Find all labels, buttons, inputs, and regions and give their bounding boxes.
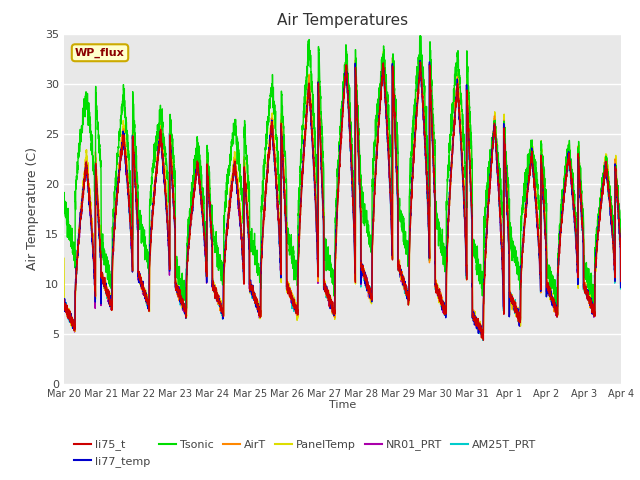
li75_t xyxy=(479,337,487,343)
li77_temp xyxy=(160,171,168,177)
li77_temp xyxy=(616,240,624,246)
Tsonic xyxy=(60,206,68,212)
PanelTemp xyxy=(436,298,444,303)
PanelTemp xyxy=(616,229,624,235)
Tsonic xyxy=(160,142,168,148)
Tsonic xyxy=(468,138,476,144)
AirT xyxy=(617,279,625,285)
li75_t xyxy=(322,285,330,291)
AM25T_PRT xyxy=(467,202,475,207)
Tsonic xyxy=(616,222,624,228)
Tsonic xyxy=(416,33,424,38)
AirT xyxy=(160,171,168,177)
AM25T_PRT xyxy=(616,243,624,249)
NR01_PRT xyxy=(160,176,168,182)
AirT xyxy=(499,272,507,277)
AirT xyxy=(436,298,444,303)
li75_t xyxy=(617,278,625,284)
li75_t xyxy=(60,297,68,302)
Y-axis label: Air Temperature (C): Air Temperature (C) xyxy=(26,147,40,270)
Legend: li75_t, li77_temp, Tsonic, AirT, PanelTemp, NR01_PRT, AM25T_PRT: li75_t, li77_temp, Tsonic, AirT, PanelTe… xyxy=(70,435,541,471)
Line: li77_temp: li77_temp xyxy=(64,60,621,336)
li75_t xyxy=(499,271,507,277)
li75_t xyxy=(417,59,424,65)
li75_t xyxy=(436,293,444,299)
AirT xyxy=(479,335,487,341)
PanelTemp xyxy=(478,336,486,341)
PanelTemp xyxy=(499,271,507,277)
li77_temp xyxy=(60,302,68,308)
NR01_PRT xyxy=(436,295,444,300)
NR01_PRT xyxy=(499,279,507,285)
PanelTemp xyxy=(467,185,475,191)
li77_temp xyxy=(322,287,330,292)
li77_temp xyxy=(479,333,487,339)
NR01_PRT xyxy=(479,335,486,341)
li77_temp xyxy=(617,284,625,289)
AM25T_PRT xyxy=(499,286,507,292)
Tsonic xyxy=(436,240,444,246)
AirT xyxy=(616,240,624,245)
li77_temp xyxy=(467,199,475,204)
AirT xyxy=(467,193,475,199)
li77_temp xyxy=(436,293,444,299)
PanelTemp xyxy=(160,163,168,168)
AM25T_PRT xyxy=(617,278,625,284)
Line: li75_t: li75_t xyxy=(64,62,621,340)
AM25T_PRT xyxy=(160,177,168,182)
li77_temp xyxy=(416,58,424,63)
PanelTemp xyxy=(60,255,68,261)
NR01_PRT xyxy=(467,202,475,208)
NR01_PRT xyxy=(417,56,424,62)
li75_t xyxy=(160,169,168,175)
Tsonic xyxy=(617,272,625,277)
li75_t xyxy=(467,190,475,196)
NR01_PRT xyxy=(617,282,625,288)
NR01_PRT xyxy=(616,244,624,250)
AirT xyxy=(380,54,387,60)
NR01_PRT xyxy=(60,302,68,308)
AM25T_PRT xyxy=(342,58,349,64)
AM25T_PRT xyxy=(60,301,68,307)
PanelTemp xyxy=(617,236,625,242)
AirT xyxy=(322,288,330,294)
AirT xyxy=(60,303,68,309)
AM25T_PRT xyxy=(436,296,444,301)
Title: Air Temperatures: Air Temperatures xyxy=(277,13,408,28)
Tsonic xyxy=(322,253,330,259)
Tsonic xyxy=(182,306,190,312)
AM25T_PRT xyxy=(322,282,330,288)
PanelTemp xyxy=(380,48,387,54)
li77_temp xyxy=(499,281,507,287)
PanelTemp xyxy=(322,285,330,290)
AM25T_PRT xyxy=(479,337,486,343)
Text: WP_flux: WP_flux xyxy=(75,48,125,58)
NR01_PRT xyxy=(322,287,330,292)
Tsonic xyxy=(499,212,507,217)
Line: Tsonic: Tsonic xyxy=(64,36,621,309)
Line: AirT: AirT xyxy=(64,57,621,338)
Line: PanelTemp: PanelTemp xyxy=(64,51,621,338)
X-axis label: Time: Time xyxy=(329,400,356,410)
Line: NR01_PRT: NR01_PRT xyxy=(64,59,621,338)
li75_t xyxy=(616,238,624,243)
Line: AM25T_PRT: AM25T_PRT xyxy=(64,61,621,340)
